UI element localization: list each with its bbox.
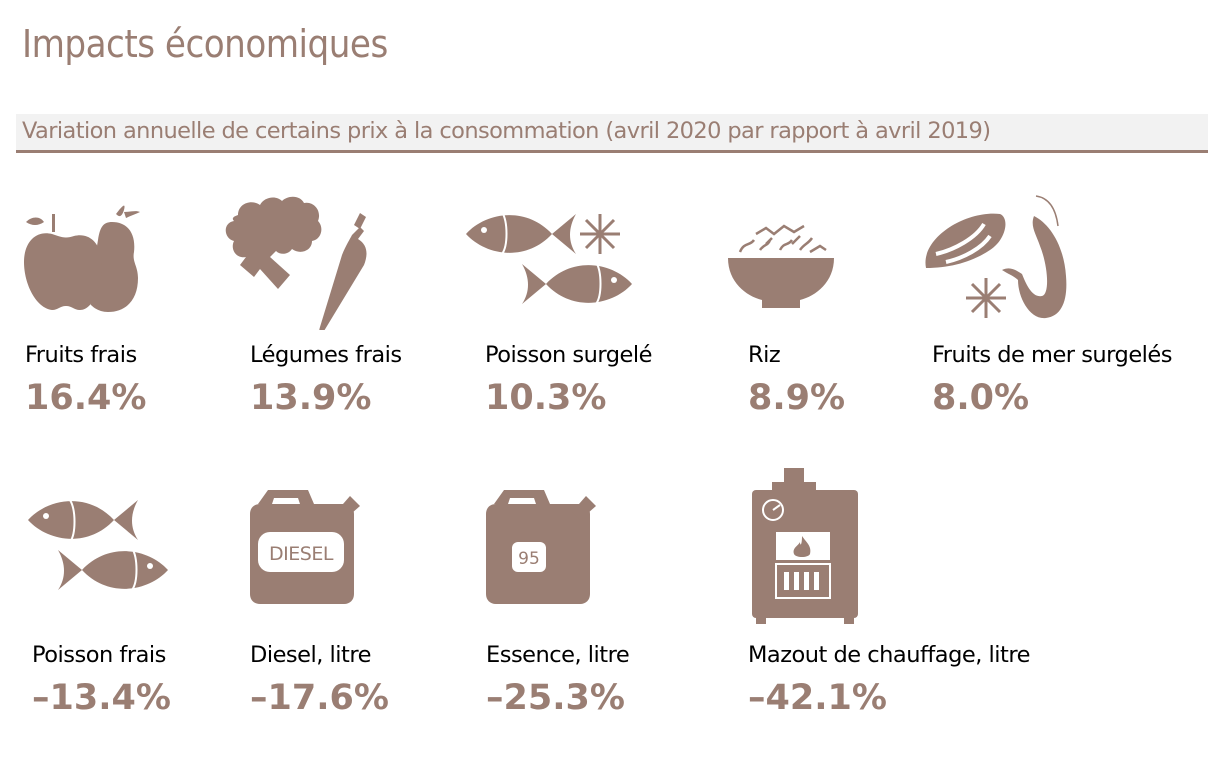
item-label: Essence, litre	[486, 642, 630, 668]
vegetables-icon	[225, 196, 367, 330]
rice-bowl-icon	[728, 224, 834, 308]
fish-icon	[28, 500, 168, 591]
item-value: 10.3%	[485, 378, 607, 418]
item-label: Fruits de mer surgelés	[932, 342, 1172, 368]
item-value: –42.1%	[748, 678, 887, 718]
page-title: Impacts économiques	[22, 22, 388, 66]
item-label: Poisson surgelé	[485, 342, 652, 368]
item-label: Riz	[748, 342, 781, 368]
item-value: –13.4%	[32, 678, 171, 718]
heating-boiler-icon	[752, 468, 858, 624]
item-value: –17.6%	[250, 678, 389, 718]
diesel-canister-icon: DIESEL	[250, 490, 360, 604]
petrol-badge: 95	[518, 549, 540, 569]
item-value: 13.9%	[250, 378, 372, 418]
diesel-badge: DIESEL	[269, 543, 334, 565]
item-label: Mazout de chauffage, litre	[748, 642, 1030, 668]
item-label: Diesel, litre	[250, 642, 371, 668]
subtitle-bar: Variation annuelle de certains prix à la…	[16, 114, 1208, 153]
frozen-fish-icon	[466, 211, 632, 305]
item-value: 8.9%	[748, 378, 846, 418]
subtitle: Variation annuelle de certains prix à la…	[22, 118, 991, 144]
item-label: Poisson frais	[32, 642, 166, 668]
item-value: 16.4%	[25, 378, 147, 418]
item-label: Légumes frais	[250, 342, 402, 368]
item-value: –25.3%	[486, 678, 625, 718]
item-value: 8.0%	[932, 378, 1030, 418]
fruits-icon	[24, 205, 140, 312]
petrol-canister-icon: 95	[486, 490, 596, 604]
frozen-seafood-icon	[925, 195, 1067, 319]
item-label: Fruits frais	[25, 342, 137, 368]
